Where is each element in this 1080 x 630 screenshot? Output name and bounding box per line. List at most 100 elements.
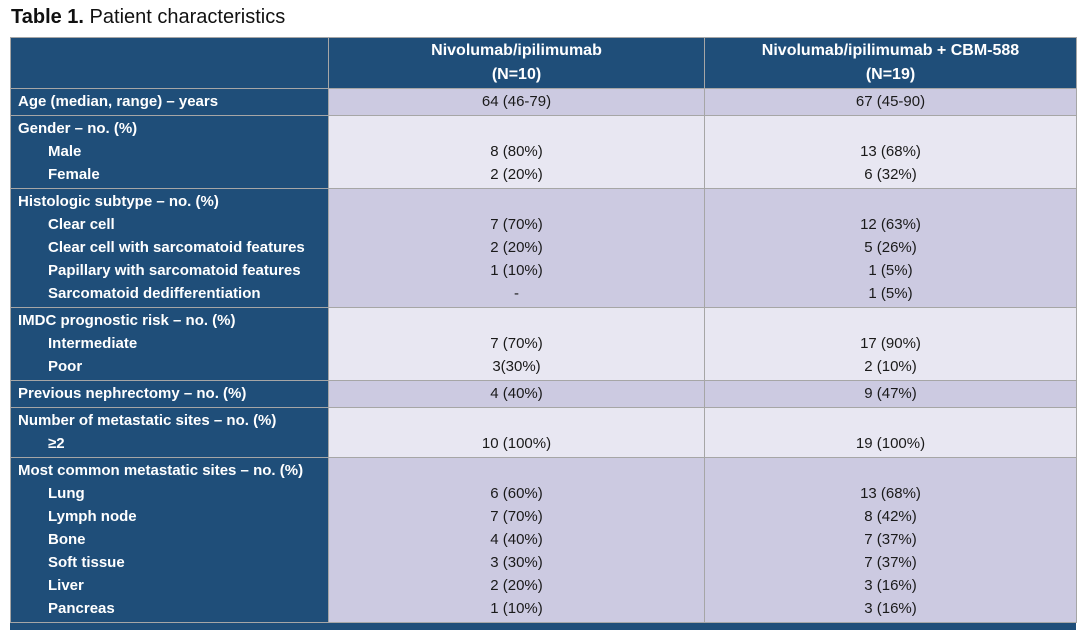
row-label: Most common metastatic sites – no. (%) (18, 462, 304, 479)
row-sublabel: Female (48, 166, 100, 183)
header-col-title: Nivolumab/ipilimumab + CBM-588 (761, 42, 1020, 59)
row-sublabel: Poor (48, 358, 83, 375)
cell-value: 4 (40%) (490, 531, 543, 548)
table-body: Age (median, range) – years 64 (46-79) 67 … (10, 88, 1077, 623)
cell-value: 9 (47%) (864, 385, 917, 402)
cell-value: 12 (63%) (860, 216, 921, 233)
value-cell: 4 (40%) (328, 380, 705, 408)
cell-value: - (514, 285, 519, 302)
header-empty-cell (10, 37, 329, 89)
header-col-nivolumab-ipilimumab: Nivolumab/ipilimumab (N=10) (328, 37, 705, 89)
row-sublabel: Liver (48, 577, 84, 594)
patient-characteristics-table: Nivolumab/ipilimumab (N=10) Nivolumab/ip… (10, 37, 1077, 623)
value-cell: 9 (47%) (704, 380, 1077, 408)
value-cell: 7 (70%) 2 (20%) 1 (10%) - (328, 188, 705, 308)
row-sublabel: Clear cell with sarcomatoid features (48, 239, 305, 256)
cell-value: 7 (70%) (490, 335, 543, 352)
cell-value (329, 309, 704, 332)
header-col-n: (N=19) (865, 66, 916, 83)
cell-value: 3 (16%) (864, 600, 917, 617)
table-title-text: Patient characteristics (84, 6, 286, 28)
cell-value: 7 (70%) (490, 216, 543, 233)
row-sublabel: Clear cell (48, 216, 115, 233)
table-section-row: Gender – no. (%) Male Female 8 (80%) 2 (20%)… (10, 115, 1077, 189)
header-col-n: (N=10) (491, 66, 542, 83)
cell-value: 64 (46-79) (481, 93, 552, 110)
row-sublabel: Soft tissue (48, 554, 125, 571)
row-sublabel: Papillary with sarcomatoid features (48, 262, 301, 279)
row-label: Number of metastatic sites – no. (%) (18, 412, 277, 429)
row-sublabel: Bone (48, 531, 86, 548)
row-sublabel: Male (48, 143, 82, 160)
row-label-cell: IMDC prognostic risk – no. (%) Intermedia… (10, 307, 329, 381)
cell-value: 7 (37%) (864, 531, 917, 548)
table-section-row: Most common metastatic sites – no. (%) Lu… (10, 457, 1077, 623)
cell-value: 1 (5%) (868, 262, 913, 279)
value-cell: 13 (68%) 6 (32%) (704, 115, 1077, 189)
cell-value: 13 (68%) (860, 143, 921, 160)
table-title: Table 1. Patient characteristics (11, 6, 1080, 29)
cell-value: 19 (100%) (855, 435, 926, 452)
cell-value: 6 (32%) (864, 166, 917, 183)
cell-value: 10 (100%) (481, 435, 552, 452)
cell-value: 1 (10%) (490, 262, 543, 279)
cell-value: 4 (40%) (490, 385, 543, 402)
row-sublabel: Sarcomatoid dedifferentiation (48, 285, 261, 302)
row-label: Histologic subtype – no. (%) (18, 193, 219, 210)
cell-value: 2 (20%) (490, 166, 543, 183)
cell-value: 2 (20%) (490, 239, 543, 256)
cell-value: 67 (45-90) (855, 93, 926, 110)
header-col-title: Nivolumab/ipilimumab (431, 42, 602, 59)
value-cell: 8 (80%) 2 (20%) (328, 115, 705, 189)
cell-value (329, 190, 704, 213)
cell-value (329, 459, 704, 482)
header-row: Nivolumab/ipilimumab (N=10) Nivolumab/ip… (10, 37, 1077, 89)
value-cell: 13 (68%) 8 (42%) 7 (37%) 7 (37%) 3 (16%) 3 (1… (704, 457, 1077, 623)
cell-value: 3 (16%) (864, 577, 917, 594)
cell-value: 7 (70%) (490, 508, 543, 525)
row-label-cell: Previous nephrectomy – no. (%) (10, 380, 329, 408)
cell-value: 13 (68%) (860, 485, 921, 502)
header-col-nivolumab-ipilimumab-cbm588: Nivolumab/ipilimumab + CBM-588 (N=19) (704, 37, 1077, 89)
cell-value (705, 117, 1076, 140)
table-section-row: Age (median, range) – years 64 (46-79) 67 … (10, 88, 1077, 116)
row-label: IMDC prognostic risk – no. (%) (18, 312, 236, 329)
cell-value: 8 (80%) (490, 143, 543, 160)
row-sublabel: Intermediate (48, 335, 138, 352)
table-section-row: Previous nephrectomy – no. (%) 4 (40%) 9 (… (10, 380, 1077, 408)
value-cell: 67 (45-90) (704, 88, 1077, 116)
row-label-cell: Number of metastatic sites – no. (%) ≥2 (10, 407, 329, 458)
row-label-cell: Age (median, range) – years (10, 88, 329, 116)
table-section-row: Number of metastatic sites – no. (%) ≥2 10… (10, 407, 1077, 458)
row-label-cell: Histologic subtype – no. (%) Clear cell Cl… (10, 188, 329, 308)
row-label: Gender – no. (%) (18, 120, 138, 137)
value-cell: 10 (100%) (328, 407, 705, 458)
value-cell: 64 (46-79) (328, 88, 705, 116)
cell-value (705, 459, 1076, 482)
row-label-cell: Gender – no. (%) Male Female (10, 115, 329, 189)
table-section-row: IMDC prognostic risk – no. (%) Intermedia… (10, 307, 1077, 381)
cell-value (329, 409, 704, 432)
table-title-prefix: Table 1. (11, 6, 84, 28)
row-label-cell: Most common metastatic sites – no. (%) Lu… (10, 457, 329, 623)
cell-value: 2 (10%) (864, 358, 917, 375)
row-sublabel: Lymph node (48, 508, 137, 525)
row-sublabel: ≥2 (48, 435, 65, 452)
table-section-row: Histologic subtype – no. (%) Clear cell Cl… (10, 188, 1077, 308)
cell-value (329, 117, 704, 140)
row-label: Age (median, range) – years (18, 93, 219, 110)
cell-value: 2 (20%) (490, 577, 543, 594)
row-sublabel: Pancreas (48, 600, 115, 617)
row-sublabel: Lung (48, 485, 85, 502)
cell-value: 6 (60%) (490, 485, 543, 502)
cell-value (705, 190, 1076, 213)
cell-value (705, 309, 1076, 332)
cell-value: 17 (90%) (860, 335, 921, 352)
value-cell: 17 (90%) 2 (10%) (704, 307, 1077, 381)
value-cell: 7 (70%) 3(30%) (328, 307, 705, 381)
cell-value: 3 (30%) (490, 554, 543, 571)
bottom-navy-bar (10, 623, 1076, 630)
value-cell: 12 (63%) 5 (26%) 1 (5%) 1 (5%) (704, 188, 1077, 308)
cell-value: 1 (10%) (490, 600, 543, 617)
